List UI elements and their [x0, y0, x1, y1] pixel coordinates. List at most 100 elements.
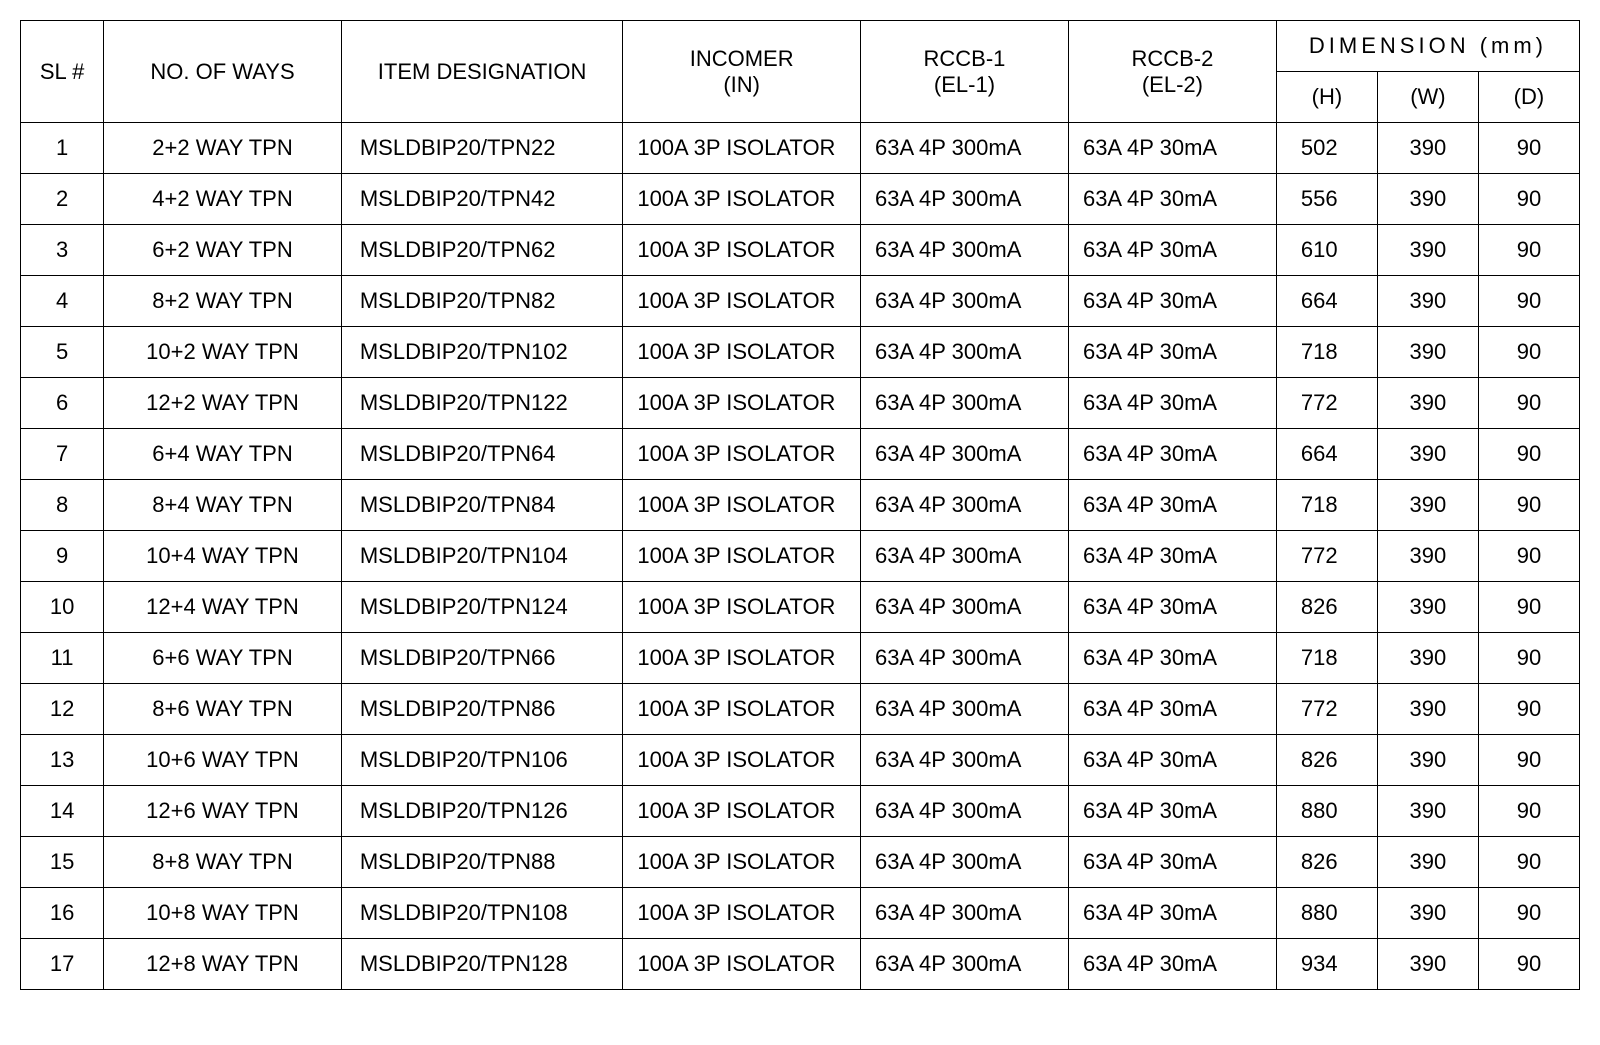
cell-ways: 12+8 WAY TPN	[104, 939, 342, 990]
cell-sl: 1	[21, 123, 104, 174]
cell-rccb2: 63A 4P 30mA	[1068, 378, 1276, 429]
cell-designation: MSLDBIP20/TPN126	[341, 786, 622, 837]
cell-designation: MSLDBIP20/TPN86	[341, 684, 622, 735]
cell-ways: 2+2 WAY TPN	[104, 123, 342, 174]
cell-h: 664	[1276, 276, 1377, 327]
cell-designation: MSLDBIP20/TPN104	[341, 531, 622, 582]
cell-sl: 14	[21, 786, 104, 837]
table-row: 116+6 WAY TPNMSLDBIP20/TPN66100A 3P ISOL…	[21, 633, 1580, 684]
cell-rccb1: 63A 4P 300mA	[861, 480, 1069, 531]
cell-designation: MSLDBIP20/TPN66	[341, 633, 622, 684]
cell-ways: 10+4 WAY TPN	[104, 531, 342, 582]
cell-rccb2: 63A 4P 30mA	[1068, 276, 1276, 327]
table-row: 128+6 WAY TPNMSLDBIP20/TPN86100A 3P ISOL…	[21, 684, 1580, 735]
cell-ways: 10+6 WAY TPN	[104, 735, 342, 786]
cell-rccb2: 63A 4P 30mA	[1068, 684, 1276, 735]
header-rccb2-line2: (EL-2)	[1079, 72, 1266, 98]
cell-d: 90	[1478, 582, 1579, 633]
cell-sl: 12	[21, 684, 104, 735]
cell-d: 90	[1478, 786, 1579, 837]
cell-w: 390	[1377, 531, 1478, 582]
cell-incomer: 100A 3P ISOLATOR	[623, 225, 861, 276]
cell-d: 90	[1478, 276, 1579, 327]
header-incomer-line2: (IN)	[633, 72, 850, 98]
cell-rccb1: 63A 4P 300mA	[861, 888, 1069, 939]
cell-incomer: 100A 3P ISOLATOR	[623, 582, 861, 633]
cell-sl: 7	[21, 429, 104, 480]
cell-w: 390	[1377, 582, 1478, 633]
cell-h: 880	[1276, 786, 1377, 837]
cell-ways: 10+2 WAY TPN	[104, 327, 342, 378]
cell-rccb2: 63A 4P 30mA	[1068, 327, 1276, 378]
cell-sl: 6	[21, 378, 104, 429]
cell-w: 390	[1377, 429, 1478, 480]
cell-sl: 8	[21, 480, 104, 531]
cell-rccb1: 63A 4P 300mA	[861, 684, 1069, 735]
cell-h: 934	[1276, 939, 1377, 990]
cell-rccb2: 63A 4P 30mA	[1068, 225, 1276, 276]
cell-w: 390	[1377, 480, 1478, 531]
cell-rccb1: 63A 4P 300mA	[861, 837, 1069, 888]
cell-incomer: 100A 3P ISOLATOR	[623, 276, 861, 327]
cell-w: 390	[1377, 633, 1478, 684]
table-row: 1610+8 WAY TPNMSLDBIP20/TPN108100A 3P IS…	[21, 888, 1580, 939]
cell-w: 390	[1377, 276, 1478, 327]
cell-rccb1: 63A 4P 300mA	[861, 378, 1069, 429]
table-row: 612+2 WAY TPNMSLDBIP20/TPN122100A 3P ISO…	[21, 378, 1580, 429]
cell-designation: MSLDBIP20/TPN82	[341, 276, 622, 327]
cell-rccb2: 63A 4P 30mA	[1068, 633, 1276, 684]
cell-sl: 9	[21, 531, 104, 582]
header-designation: ITEM DESIGNATION	[341, 21, 622, 123]
cell-rccb1: 63A 4P 300mA	[861, 276, 1069, 327]
table-row: 158+8 WAY TPNMSLDBIP20/TPN88100A 3P ISOL…	[21, 837, 1580, 888]
cell-d: 90	[1478, 429, 1579, 480]
cell-ways: 12+2 WAY TPN	[104, 378, 342, 429]
cell-h: 772	[1276, 531, 1377, 582]
cell-sl: 4	[21, 276, 104, 327]
cell-h: 718	[1276, 633, 1377, 684]
cell-w: 390	[1377, 225, 1478, 276]
cell-w: 390	[1377, 378, 1478, 429]
cell-rccb2: 63A 4P 30mA	[1068, 582, 1276, 633]
cell-rccb2: 63A 4P 30mA	[1068, 837, 1276, 888]
table-row: 510+2 WAY TPNMSLDBIP20/TPN102100A 3P ISO…	[21, 327, 1580, 378]
cell-incomer: 100A 3P ISOLATOR	[623, 429, 861, 480]
cell-w: 390	[1377, 939, 1478, 990]
cell-rccb2: 63A 4P 30mA	[1068, 429, 1276, 480]
cell-rccb1: 63A 4P 300mA	[861, 225, 1069, 276]
cell-d: 90	[1478, 531, 1579, 582]
table-row: 1412+6 WAY TPNMSLDBIP20/TPN126100A 3P IS…	[21, 786, 1580, 837]
cell-d: 90	[1478, 327, 1579, 378]
cell-w: 390	[1377, 837, 1478, 888]
cell-sl: 2	[21, 174, 104, 225]
cell-rccb1: 63A 4P 300mA	[861, 123, 1069, 174]
cell-ways: 10+8 WAY TPN	[104, 888, 342, 939]
cell-rccb1: 63A 4P 300mA	[861, 786, 1069, 837]
table-row: 76+4 WAY TPNMSLDBIP20/TPN64100A 3P ISOLA…	[21, 429, 1580, 480]
cell-w: 390	[1377, 888, 1478, 939]
cell-sl: 5	[21, 327, 104, 378]
cell-rccb1: 63A 4P 300mA	[861, 939, 1069, 990]
cell-rccb1: 63A 4P 300mA	[861, 735, 1069, 786]
cell-designation: MSLDBIP20/TPN122	[341, 378, 622, 429]
header-rccb1-line1: RCCB-1	[871, 46, 1058, 72]
cell-ways: 4+2 WAY TPN	[104, 174, 342, 225]
table-row: 48+2 WAY TPNMSLDBIP20/TPN82100A 3P ISOLA…	[21, 276, 1580, 327]
cell-designation: MSLDBIP20/TPN128	[341, 939, 622, 990]
cell-incomer: 100A 3P ISOLATOR	[623, 888, 861, 939]
cell-sl: 3	[21, 225, 104, 276]
cell-h: 826	[1276, 837, 1377, 888]
cell-ways: 12+4 WAY TPN	[104, 582, 342, 633]
header-row-1: SL # NO. OF WAYS ITEM DESIGNATION INCOME…	[21, 21, 1580, 72]
table-row: 36+2 WAY TPNMSLDBIP20/TPN62100A 3P ISOLA…	[21, 225, 1580, 276]
cell-incomer: 100A 3P ISOLATOR	[623, 531, 861, 582]
cell-incomer: 100A 3P ISOLATOR	[623, 633, 861, 684]
header-incomer-line1: INCOMER	[633, 46, 850, 72]
cell-rccb2: 63A 4P 30mA	[1068, 123, 1276, 174]
header-w: (W)	[1377, 72, 1478, 123]
cell-h: 772	[1276, 378, 1377, 429]
cell-rccb1: 63A 4P 300mA	[861, 582, 1069, 633]
cell-d: 90	[1478, 939, 1579, 990]
cell-incomer: 100A 3P ISOLATOR	[623, 837, 861, 888]
header-ways: NO. OF WAYS	[104, 21, 342, 123]
